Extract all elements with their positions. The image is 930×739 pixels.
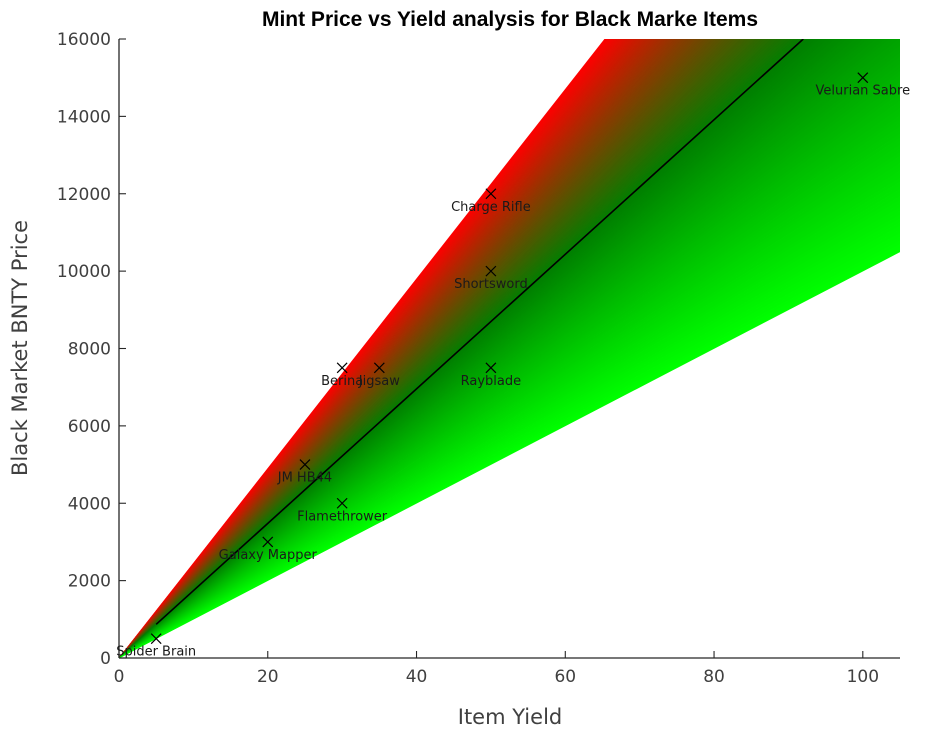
point-label: Galaxy Mapper [219,548,318,563]
y-tick-label: 12000 [57,185,111,205]
gradient-band [119,39,900,658]
point-marker [485,188,497,200]
point-label: Berina [321,374,363,389]
y-tick-label: 6000 [68,417,111,437]
point-marker [485,362,497,374]
y-tick-label: 8000 [68,340,111,360]
x-tick-label: 100 [847,667,879,687]
point-label: Rayblade [461,374,522,389]
x-tick-label: 80 [703,667,725,687]
point-label: Flamethrower [297,509,388,524]
x-tick-label: 60 [554,667,576,687]
point-label: JM HB44 [277,471,332,486]
point-marker [485,265,497,277]
trend-line [155,39,804,625]
data-point: Velurian Sabre [816,72,911,99]
point-marker [336,497,348,509]
point-marker [373,362,385,374]
trend-line-group [155,39,804,625]
x-tick-label: 20 [257,667,279,687]
point-marker [857,72,869,84]
band-slice [119,247,900,658]
y-axis-label: Black Market BNTY Price [8,220,32,476]
data-point: Galaxy Mapper [219,536,318,563]
point-label: Charge Rifle [451,200,531,215]
y-tick-label: 2000 [68,572,111,592]
x-tick-label: 0 [114,667,125,687]
chart-title: Mint Price vs Yield analysis for Black M… [262,8,758,31]
point-label: Velurian Sabre [816,84,911,99]
x-tick-label: 40 [406,667,428,687]
data-point: Charge Rifle [451,188,531,215]
point-marker [150,633,162,645]
point-marker [336,362,348,374]
point-label: Jigsaw [358,374,400,389]
y-tick-label: 4000 [68,494,111,514]
point-marker [262,536,274,548]
y-tick-label: 14000 [57,107,111,127]
data-point: Spider Brain [116,633,196,660]
data-point: Shortsword [454,265,528,292]
data-point: Jigsaw [358,362,400,389]
axes: 0 20 40 60 80 100 0 2000 4000 6000 8000 10000 12000 1… [57,30,900,687]
point-marker [299,459,311,470]
point-label: Spider Brain [116,645,196,660]
data-point: Berina [321,362,363,389]
data-point: Flamethrower [297,497,388,524]
data-point: JM HB44 [277,459,332,486]
y-tick-label: 10000 [57,262,111,282]
x-axis-label: Item Yield [458,705,562,729]
y-tick-label: 16000 [57,30,111,50]
y-tick-label: 0 [100,649,111,669]
data-point: Rayblade [461,362,522,389]
point-label: Shortsword [454,277,528,292]
data-points: Spider Brain Galaxy Mapper JM HB44 Flamethr… [116,72,911,660]
